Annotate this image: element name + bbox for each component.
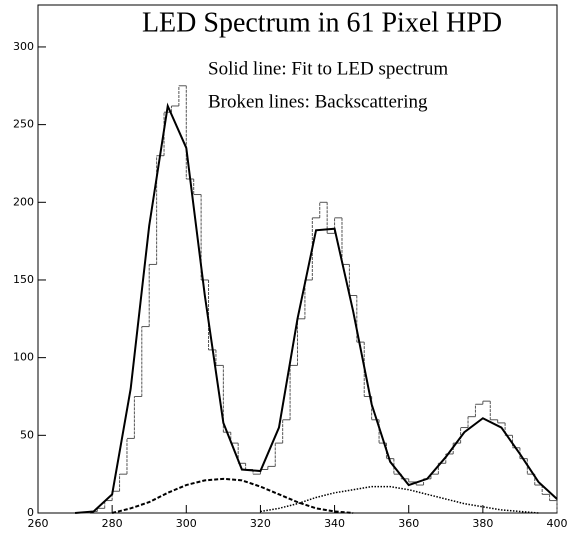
y-tick-label: 100 [13,351,34,364]
y-tick-label: 150 [13,273,34,286]
y-tick-label: 200 [13,195,34,208]
plot-frame [37,4,558,514]
x-tick-label: 340 [324,517,345,530]
fit-line [111,477,354,514]
y-tick-label: 300 [13,40,34,53]
annotation: Solid line: Fit to LED spectrum [208,58,448,79]
x-tick-label: 320 [250,517,271,530]
x-tick-label: 280 [102,517,123,530]
x-tick-label: 400 [547,517,568,530]
y-tick-label: 0 [27,506,34,519]
y-tick-label: 250 [13,118,34,131]
annotation: Broken lines: Backscattering [208,91,428,112]
chart-title: LED Spectrum in 61 Pixel HPD [142,7,502,38]
histogram-step [89,85,558,513]
x-tick-label: 260 [28,517,49,530]
fit-line [260,485,539,514]
x-tick-label: 360 [398,517,419,530]
fit-line [74,102,558,514]
x-tick-label: 300 [176,517,197,530]
x-tick-label: 380 [472,517,493,530]
y-tick-label: 50 [20,428,34,441]
